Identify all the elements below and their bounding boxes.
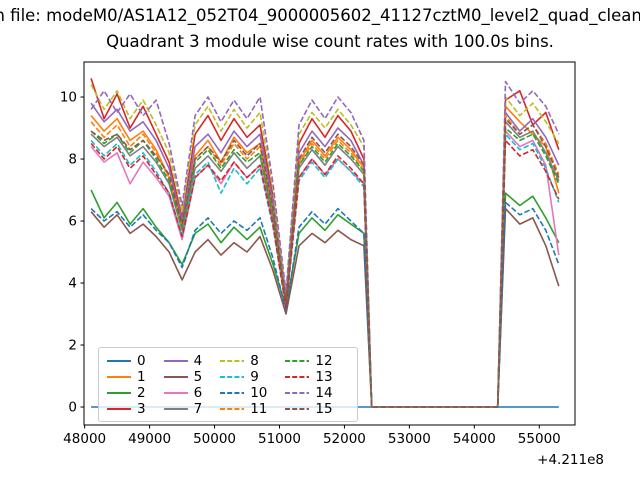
legend-label: 10	[250, 385, 268, 401]
x-tick-label: 51000	[258, 431, 301, 447]
legend-label: 4	[193, 353, 203, 369]
y-axis: 0 2 4 6 8 10	[60, 90, 84, 416]
legend-line-sample	[285, 360, 310, 362]
x-tick-label: 48000	[63, 431, 106, 447]
legend-line-sample	[107, 392, 131, 394]
y-tick-label: 8	[68, 152, 77, 168]
legend-item-12: 12	[285, 353, 333, 369]
axes-title: Quadrant 3 module wise count rates with …	[106, 32, 554, 51]
legend-line-sample	[285, 376, 310, 378]
x-tick-label: 49000	[128, 431, 171, 447]
legend-item-3: 3	[107, 401, 146, 417]
legend-item-0: 0	[107, 353, 146, 369]
y-tick-label: 10	[60, 90, 77, 106]
legend-label: 5	[193, 369, 203, 385]
legend-line-sample	[163, 360, 188, 362]
legend-item-13: 13	[285, 369, 333, 385]
x-tick-label: 50000	[193, 431, 236, 447]
x-tick-label: 54000	[453, 431, 496, 447]
legend-line-sample	[220, 392, 245, 394]
y-tick-label: 6	[68, 214, 77, 230]
x-tick-label: 55000	[518, 431, 561, 447]
legend-line-sample	[163, 408, 188, 410]
x-tick-label: 53000	[388, 431, 431, 447]
y-tick-label: 4	[68, 276, 77, 292]
legend-label: 9	[250, 369, 259, 385]
legend-line-sample	[285, 392, 310, 394]
y-tick-label: 0	[68, 400, 77, 416]
legend-item-5: 5	[163, 369, 203, 385]
legend-label: 8	[250, 353, 259, 369]
x-axis: 48000 49000 50000 51000 52000 53000 54000 55000	[63, 425, 561, 447]
legend: 0 1 2 3 4 5 6 7 8 9 10 11 12 13 14 15	[98, 347, 358, 422]
legend-label: 0	[137, 353, 146, 369]
legend-item-6: 6	[163, 385, 203, 401]
legend-line-sample	[220, 408, 245, 410]
legend-line-sample	[107, 376, 131, 378]
legend-item-11: 11	[220, 401, 267, 417]
series-line-15	[90, 117, 560, 408]
legend-column: 12 13 14 15	[285, 353, 333, 417]
legend-label: 15	[315, 401, 333, 417]
y-tick-label: 2	[68, 338, 77, 354]
legend-label: 7	[193, 401, 203, 417]
legend-column: 8 9 10 11	[220, 353, 267, 417]
x-tick-label: 52000	[323, 431, 366, 447]
legend-line-sample	[285, 408, 310, 410]
legend-label: 13	[315, 369, 333, 385]
figure-title: from file: modeM0/AS1A12_052T04_90000056…	[0, 6, 640, 25]
legend-item-2: 2	[107, 385, 146, 401]
legend-item-8: 8	[220, 353, 267, 369]
legend-item-7: 7	[163, 401, 203, 417]
plot-lines	[90, 78, 560, 408]
legend-item-10: 10	[220, 385, 267, 401]
legend-label: 11	[250, 401, 268, 417]
legend-line-sample	[220, 360, 245, 362]
legend-label: 14	[315, 385, 333, 401]
legend-label: 6	[193, 385, 203, 401]
legend-item-9: 9	[220, 369, 267, 385]
legend-line-sample	[163, 392, 188, 394]
legend-line-sample	[107, 360, 131, 362]
axes-frame	[83, 61, 576, 426]
x-axis-offset-label: +4.211e8	[537, 452, 604, 468]
legend-label: 12	[315, 353, 333, 369]
legend-item-1: 1	[107, 369, 146, 385]
legend-label: 2	[137, 385, 146, 401]
legend-item-4: 4	[163, 353, 203, 369]
legend-line-sample	[107, 408, 131, 410]
legend-line-sample	[220, 376, 245, 378]
legend-line-sample	[163, 376, 188, 378]
legend-label: 3	[137, 401, 146, 417]
legend-item-15: 15	[285, 401, 333, 417]
legend-label: 1	[137, 369, 146, 385]
legend-item-14: 14	[285, 385, 333, 401]
